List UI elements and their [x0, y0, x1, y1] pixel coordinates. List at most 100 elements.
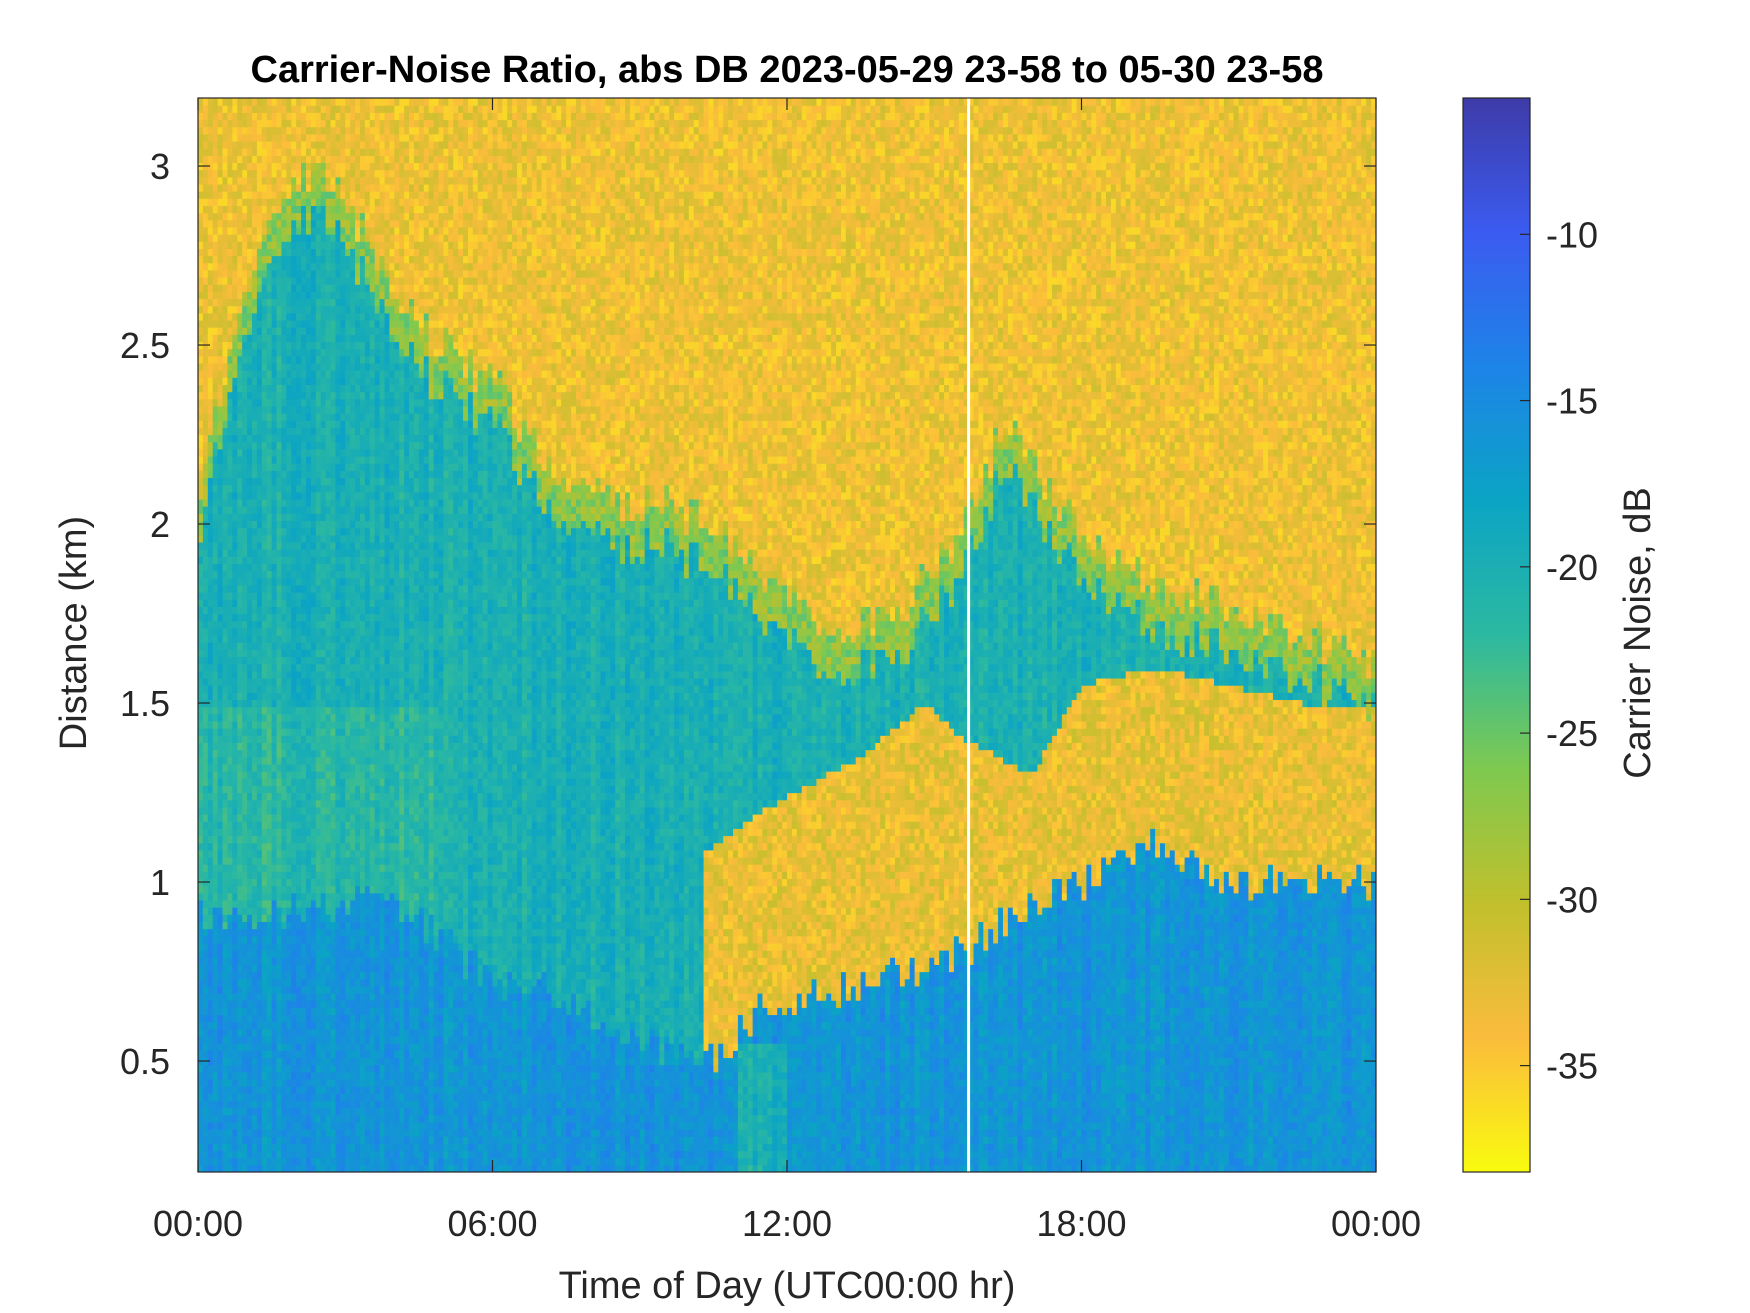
heatmap-cell: [203, 642, 209, 650]
heatmap-cell: [227, 943, 233, 951]
heatmap-cell: [262, 298, 268, 306]
heatmap-cell: [203, 1043, 209, 1051]
heatmap-cell: [272, 699, 278, 707]
heatmap-cell: [272, 241, 278, 249]
heatmap-cell: [286, 914, 292, 922]
heatmap-cell: [272, 664, 278, 672]
heatmap-cell: [291, 485, 297, 493]
heatmap-cell: [257, 284, 263, 292]
heatmap-cell: [252, 828, 258, 836]
heatmap-cell: [277, 606, 283, 614]
heatmap-cell: [277, 563, 283, 571]
heatmap-cell: [311, 341, 317, 349]
heatmap-cell: [242, 477, 248, 485]
heatmap-cell: [296, 1022, 302, 1030]
heatmap-cell: [311, 1108, 317, 1116]
heatmap-cell: [301, 406, 307, 414]
heatmap-cell: [213, 528, 219, 536]
heatmap-cell: [281, 406, 287, 414]
heatmap-cell: [301, 1129, 307, 1137]
heatmap-cell: [223, 470, 229, 478]
heatmap-cell: [223, 707, 229, 715]
heatmap-cell: [218, 664, 224, 672]
heatmap-cell: [311, 950, 317, 958]
heatmap-cell: [321, 986, 327, 994]
heatmap-cell: [272, 972, 278, 980]
heatmap-cell: [267, 256, 273, 264]
heatmap-cell: [296, 384, 302, 392]
heatmap-cell: [198, 707, 204, 715]
heatmap-cell: [301, 1057, 307, 1065]
heatmap-cell: [281, 642, 287, 650]
heatmap-cell: [203, 599, 209, 607]
heatmap-cell: [291, 148, 297, 156]
heatmap-cell: [198, 742, 204, 750]
heatmap-cell: [306, 728, 312, 736]
heatmap-cell: [301, 800, 307, 808]
heatmap-cell: [252, 578, 258, 586]
heatmap-cell: [198, 1036, 204, 1044]
heatmap-cell: [232, 327, 238, 335]
heatmap-cell: [203, 442, 209, 450]
heatmap-cell: [277, 306, 283, 314]
heatmap-cell: [316, 628, 322, 636]
heatmap-cell: [321, 900, 327, 908]
heatmap-cell: [203, 485, 209, 493]
heatmap-cell: [247, 864, 253, 872]
heatmap-cell: [301, 671, 307, 679]
heatmap-cell: [232, 878, 238, 886]
heatmap-cell: [218, 635, 224, 643]
heatmap-cell: [257, 234, 263, 242]
heatmap-cell: [203, 270, 209, 278]
heatmap-cell: [247, 1129, 253, 1137]
heatmap-cell: [311, 213, 317, 221]
heatmap-cell: [311, 98, 317, 106]
heatmap-cell: [232, 291, 238, 299]
heatmap-cell: [227, 685, 233, 693]
heatmap-cell: [272, 692, 278, 700]
heatmap-cell: [272, 263, 278, 271]
heatmap-cell: [326, 528, 332, 536]
heatmap-cell: [296, 857, 302, 865]
heatmap-cell: [306, 456, 312, 464]
heatmap-cell: [272, 685, 278, 693]
heatmap-cell: [242, 914, 248, 922]
heatmap-cell: [227, 506, 233, 514]
heatmap-cell: [321, 1072, 327, 1080]
heatmap-cell: [326, 1143, 332, 1151]
heatmap-cell: [198, 1136, 204, 1144]
heatmap-cell: [227, 349, 233, 357]
heatmap-cell: [296, 721, 302, 729]
heatmap-cell: [296, 585, 302, 593]
heatmap-cell: [272, 807, 278, 815]
heatmap-cell: [262, 921, 268, 929]
heatmap-cell: [281, 248, 287, 256]
heatmap-cell: [277, 134, 283, 142]
heatmap-cell: [296, 678, 302, 686]
heatmap-cell: [296, 642, 302, 650]
heatmap-cell: [218, 177, 224, 185]
heatmap-cell: [237, 420, 243, 428]
heatmap-cell: [252, 785, 258, 793]
heatmap-cell: [306, 656, 312, 664]
heatmap-cell: [311, 112, 317, 120]
heatmap-cell: [291, 578, 297, 586]
heatmap-cell: [291, 721, 297, 729]
heatmap-cell: [203, 964, 209, 972]
heatmap-cell: [291, 463, 297, 471]
heatmap-cell: [286, 542, 292, 550]
heatmap-cell: [306, 1143, 312, 1151]
heatmap-cell: [223, 793, 229, 801]
heatmap-cell: [223, 499, 229, 507]
heatmap-cell: [306, 291, 312, 299]
heatmap-cell: [198, 807, 204, 815]
heatmap-cell: [247, 986, 253, 994]
heatmap-cell: [232, 793, 238, 801]
heatmap-cell: [213, 1014, 219, 1022]
heatmap-cell: [286, 499, 292, 507]
heatmap-cell: [208, 864, 214, 872]
heatmap-cell: [257, 313, 263, 321]
heatmap-cell: [286, 850, 292, 858]
heatmap-cell: [262, 707, 268, 715]
heatmap-cell: [272, 98, 278, 106]
